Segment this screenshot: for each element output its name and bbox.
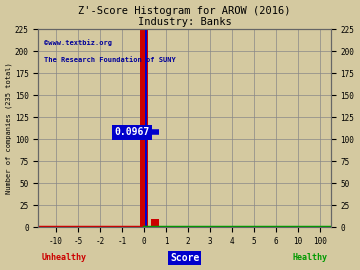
Text: ©www.textbiz.org: ©www.textbiz.org	[44, 39, 112, 46]
Bar	[145, 29, 147, 227]
Text: Healthy: Healthy	[293, 253, 328, 262]
Bar	[151, 219, 159, 227]
Text: 0.0967: 0.0967	[114, 127, 149, 137]
Bar	[129, 226, 137, 227]
Text: Unhealthy: Unhealthy	[41, 253, 86, 262]
Text: The Research Foundation of SUNY: The Research Foundation of SUNY	[44, 57, 176, 63]
Bar	[140, 29, 148, 227]
Title: Z'-Score Histogram for AROW (2016)
Industry: Banks: Z'-Score Histogram for AROW (2016) Indus…	[78, 6, 291, 27]
Text: Score: Score	[170, 253, 199, 263]
Y-axis label: Number of companies (235 total): Number of companies (235 total)	[5, 62, 12, 194]
